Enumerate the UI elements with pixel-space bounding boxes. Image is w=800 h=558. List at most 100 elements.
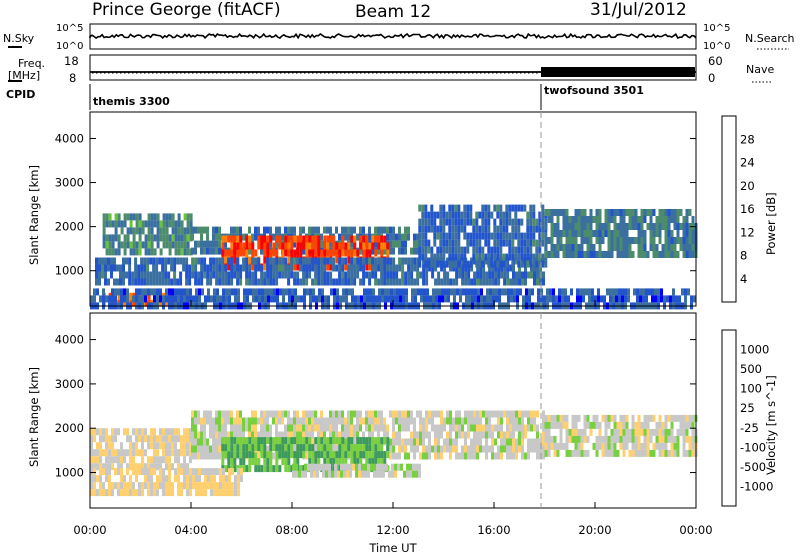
heatmap-cell — [134, 271, 138, 279]
heatmap-cell — [138, 463, 141, 471]
heatmap-cell — [437, 278, 441, 286]
heatmap-cell — [514, 246, 518, 254]
heatmap-cell — [189, 295, 192, 303]
heatmap-cell — [559, 209, 563, 216]
heatmap-cell — [350, 458, 354, 466]
heatmap-cell — [248, 437, 252, 445]
heatmap-cell — [559, 237, 563, 244]
heatmap-cell — [344, 424, 347, 432]
heatmap-cell — [257, 264, 261, 272]
heatmap-cell — [132, 428, 135, 436]
heatmap-cell — [670, 251, 674, 258]
heatmap-cell — [515, 438, 518, 446]
heatmap-cell — [282, 288, 285, 296]
heatmap-cell — [290, 437, 294, 445]
heatmap-cell — [275, 417, 278, 425]
heatmap-cell — [458, 431, 461, 439]
heatmap-cell — [371, 451, 375, 459]
heatmap-cell — [379, 463, 382, 471]
heatmap-cell — [664, 421, 668, 429]
heatmap-cell — [499, 218, 503, 226]
heatmap-cell — [254, 424, 257, 432]
heatmap-cell — [550, 237, 554, 244]
heatmap-cell — [485, 278, 489, 286]
heatmap-cell — [224, 271, 228, 279]
heatmap-cell — [188, 264, 192, 272]
heatmap-cell — [404, 445, 407, 453]
heatmap-cell — [685, 251, 689, 258]
heatmap-cell — [580, 251, 584, 258]
heatmap-cell — [345, 288, 348, 296]
heatmap-cell — [186, 442, 189, 450]
heatmap-cell — [619, 251, 623, 258]
heatmap-cell — [383, 458, 387, 466]
heatmap-cell — [186, 449, 189, 457]
heatmap-cell — [251, 444, 255, 452]
heatmap-cell — [150, 288, 153, 296]
heatmap-cell — [524, 278, 527, 286]
heatmap-cell — [269, 264, 273, 272]
heatmap-cell — [233, 249, 237, 257]
heatmap-cell — [387, 295, 390, 303]
heatmap-cell — [123, 295, 126, 303]
heatmap-cell — [99, 449, 102, 457]
heatmap-cell — [263, 424, 266, 432]
heatmap-cell — [177, 288, 180, 296]
heatmap-cell — [221, 437, 225, 445]
heatmap-cell — [218, 226, 221, 234]
heatmap-cell — [330, 288, 333, 296]
freq-panel-frame — [89, 54, 697, 81]
heatmap-cell — [296, 278, 300, 286]
heatmap-cell — [120, 456, 123, 464]
heatmap-cell — [293, 235, 297, 243]
heatmap-cell — [467, 417, 470, 425]
heatmap-cell — [643, 421, 647, 429]
heatmap-cell — [191, 410, 194, 418]
heatmap-cell — [453, 295, 456, 303]
heatmap-cell — [421, 239, 425, 247]
heatmap-cell — [511, 260, 515, 268]
heatmap-cell — [669, 295, 672, 303]
heatmap-cell — [156, 234, 160, 242]
heatmap-cell — [580, 237, 584, 244]
heatmap-cell — [371, 437, 375, 445]
heatmap-cell — [544, 428, 548, 436]
heatmap-cell — [568, 223, 572, 230]
heatmap-cell — [416, 257, 420, 265]
heatmap-cell — [350, 235, 354, 243]
heatmap-cell — [532, 253, 536, 261]
heatmap-cell — [328, 463, 331, 471]
heatmap-cell — [350, 264, 354, 272]
heatmap-cell — [305, 417, 308, 425]
heatmap-cell — [338, 437, 342, 445]
heatmap-cell — [607, 244, 611, 251]
heatmap-cell — [105, 468, 108, 476]
heatmap-cell — [168, 248, 172, 256]
heatmap-cell — [458, 271, 462, 279]
heatmap-cell — [123, 456, 126, 464]
heatmap-cell — [128, 278, 132, 286]
heatmap-cell — [215, 452, 218, 460]
y-tick-label: 2000 — [55, 421, 84, 435]
heatmap-cell — [582, 288, 585, 296]
heatmap-cell — [186, 248, 190, 256]
heatmap-cell — [389, 278, 393, 286]
heatmap-cell — [362, 264, 366, 272]
heatmap-cell — [273, 288, 276, 296]
heatmap-cell — [503, 278, 507, 286]
heatmap-cell — [494, 424, 497, 432]
heatmap-cell — [452, 438, 455, 446]
heatmap-cell — [311, 444, 315, 452]
heatmap-cell — [574, 435, 578, 443]
heatmap-cell — [195, 295, 198, 303]
heatmap-cell — [126, 213, 130, 221]
heatmap-cell — [335, 445, 338, 453]
heatmap-cell — [401, 233, 404, 241]
heatmap-cell — [368, 458, 372, 466]
heatmap-cell — [616, 428, 620, 436]
heatmap-cell — [500, 271, 504, 279]
heatmap-cell — [542, 278, 545, 286]
heatmap-cell — [230, 249, 234, 257]
heatmap-cell — [372, 288, 375, 296]
heatmap-cell — [631, 209, 635, 216]
